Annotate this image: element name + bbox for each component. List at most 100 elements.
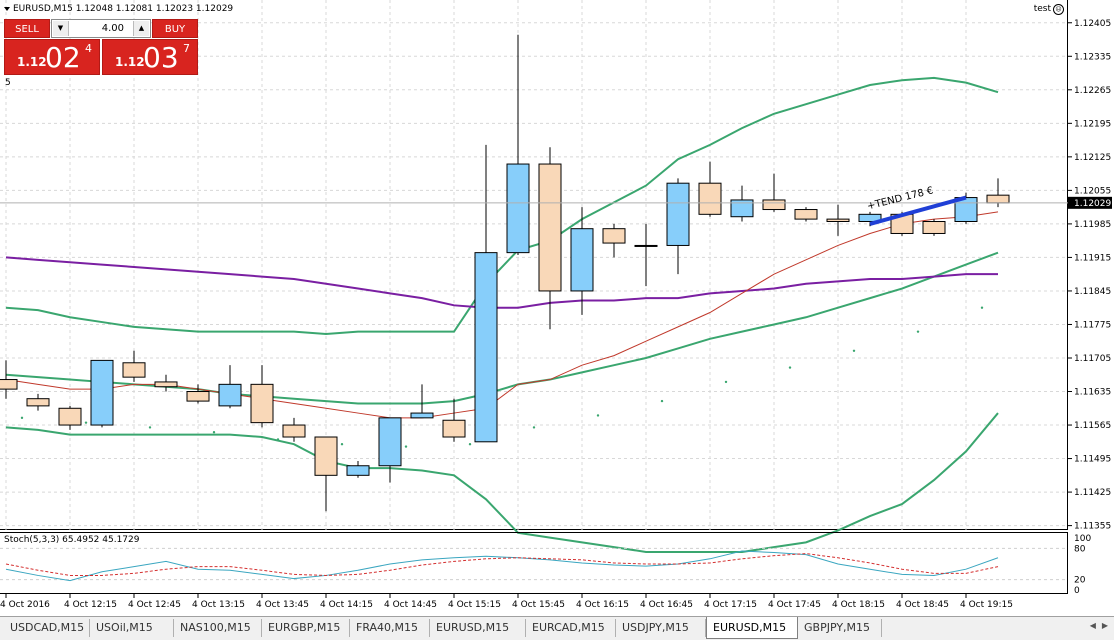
sell-button[interactable]: SELL — [4, 19, 50, 38]
bear-candle — [986, 194, 1010, 204]
time-label: 4 Oct 18:45 — [896, 600, 949, 610]
bear-candle — [282, 424, 306, 438]
tab-eurusd-m15[interactable]: EURUSD,M15 — [430, 619, 526, 637]
slow-ma-line — [5, 256, 998, 309]
stoch-main-line — [5, 550, 999, 582]
bull-candle — [218, 383, 242, 407]
time-label: 4 Oct 17:15 — [704, 600, 757, 610]
price-axis: 1.12405 1.12335 1.12265 1.12195 1.12125 1.120… — [1068, 19, 1112, 532]
price-label: 1.11495 — [1074, 455, 1111, 465]
sar-dot — [20, 416, 24, 420]
time-label: 4 Oct 16:15 — [576, 600, 629, 610]
bands-upper-line — [5, 76, 999, 336]
current-price-badge — [1068, 196, 1112, 209]
one-click-trading-panel: SELL ▼ 4.00 ▲ BUY 1.12 02 4 1.12 03 7 — [4, 19, 198, 75]
stoch-axis-label: 0 — [1074, 586, 1080, 596]
tab-usdcad-m15[interactable]: USDCAD,M15 — [4, 619, 90, 637]
sar-dot — [852, 349, 856, 353]
sar-dot — [724, 380, 728, 384]
bear-candle — [58, 407, 82, 426]
bear-candle — [794, 209, 818, 220]
stoch-axis-label: 100 — [1074, 534, 1091, 544]
price-label: 1.11775 — [1074, 320, 1111, 330]
dropdown-icon[interactable] — [4, 6, 10, 11]
bear-candle — [698, 182, 722, 215]
buy-price-prefix: 1.12 — [115, 55, 145, 69]
price-label: 1.12055 — [1074, 186, 1111, 196]
bull-candle — [90, 359, 114, 426]
time-label: 4 Oct 12:45 — [128, 600, 181, 610]
stoch-axis-label: 80 — [1074, 544, 1086, 554]
symbol-info-text: EURUSD,M15 1.12048 1.12081 1.12023 1.120… — [13, 4, 234, 14]
stochastic-window[interactable] — [0, 532, 1068, 594]
price-label: 1.12335 — [1074, 52, 1111, 62]
bull-candle — [634, 244, 658, 247]
sar-dot — [532, 426, 536, 429]
parabolic-sar-dots — [20, 306, 984, 448]
time-label: 4 Oct 2016 — [0, 600, 50, 610]
bull-candle — [730, 199, 754, 218]
sar-dot — [212, 431, 216, 434]
tab-left-icon[interactable]: ◀ — [1089, 621, 1096, 630]
bear-candle — [602, 228, 626, 244]
bull-candle — [474, 252, 498, 443]
smiley-icon: ☹ — [1053, 4, 1064, 15]
sell-price-button[interactable]: 1.12 02 4 — [4, 39, 100, 75]
price-label: 1.11915 — [1074, 253, 1111, 263]
tab-usoil-m15[interactable]: USOil,M15 — [90, 619, 174, 637]
main-chart[interactable] — [0, 0, 1068, 530]
price-label: 1.11425 — [1074, 488, 1111, 498]
sell-price-big: 02 — [45, 41, 81, 74]
bull-candle — [346, 465, 370, 476]
buy-price-button[interactable]: 1.12 03 7 — [102, 39, 198, 75]
sar-dot — [468, 442, 472, 446]
bear-candle — [922, 221, 946, 234]
bull-candle — [666, 182, 690, 246]
lots-input[interactable]: ▼ 4.00 ▲ — [51, 19, 151, 38]
tab-eurcad-m15[interactable]: EURCAD,M15 — [526, 619, 616, 637]
bear-candle — [250, 383, 274, 424]
tab-usdjpy-m15[interactable]: USDJPY,M15 — [616, 619, 706, 637]
sell-price-prefix: 1.12 — [17, 55, 47, 69]
time-label: 4 Oct 13:45 — [256, 600, 309, 610]
tab-nas100-m15[interactable]: NAS100,M15 — [174, 619, 262, 637]
bull-candle — [378, 417, 402, 467]
time-label: 4 Oct 15:45 — [512, 600, 565, 610]
lots-decrease-icon[interactable]: ▼ — [53, 21, 69, 36]
price-label: 1.11845 — [1074, 287, 1111, 297]
price-label: 1.12125 — [1074, 153, 1111, 163]
tab-right-icon[interactable]: ▶ — [1101, 621, 1108, 630]
price-label: 1.12195 — [1074, 119, 1111, 129]
sell-price-sup: 4 — [85, 42, 92, 55]
sar-dot — [276, 438, 280, 441]
time-label: 4 Oct 19:15 — [960, 600, 1013, 610]
sar-dot — [916, 330, 920, 333]
bull-candle — [570, 228, 594, 292]
sar-dot — [340, 442, 344, 446]
buy-button[interactable]: BUY — [152, 19, 198, 38]
time-label: 4 Oct 14:15 — [320, 600, 373, 610]
lots-value[interactable]: 4.00 — [101, 23, 124, 34]
price-label: 1.12265 — [1074, 86, 1111, 96]
tab-nav-arrows[interactable]: ◀ ▶ — [1084, 621, 1108, 630]
bear-candle — [122, 362, 146, 378]
lots-increase-icon[interactable]: ▲ — [133, 21, 149, 36]
tab-fra40-m15[interactable]: FRA40,M15 — [350, 619, 430, 637]
trend-line — [869, 195, 967, 226]
bear-candle — [442, 419, 466, 438]
price-label: 1.12405 — [1074, 19, 1111, 29]
time-label: 4 Oct 15:15 — [448, 600, 501, 610]
tab-gbpjpy-m15[interactable]: GBPJPY,M15 — [798, 619, 882, 637]
bear-candle — [186, 391, 210, 402]
indicator-small-label: 5 — [5, 78, 11, 88]
sar-dot — [980, 306, 984, 309]
stochastic-label: Stoch(5,3,3) 65.4952 45.1729 — [4, 535, 140, 545]
time-axis: 4 Oct 2016 4 Oct 12:15 4 Oct 12:45 4 Oct 13… — [0, 594, 1013, 610]
tab-eurusd-m15[interactable]: EURUSD,M15 — [706, 617, 798, 639]
current-price-label: 1.12029 — [1074, 199, 1111, 209]
account-label-text: test — [1033, 4, 1051, 14]
stoch-signal-line — [5, 553, 999, 576]
tab-eurgbp-m15[interactable]: EURGBP,M15 — [262, 619, 350, 637]
